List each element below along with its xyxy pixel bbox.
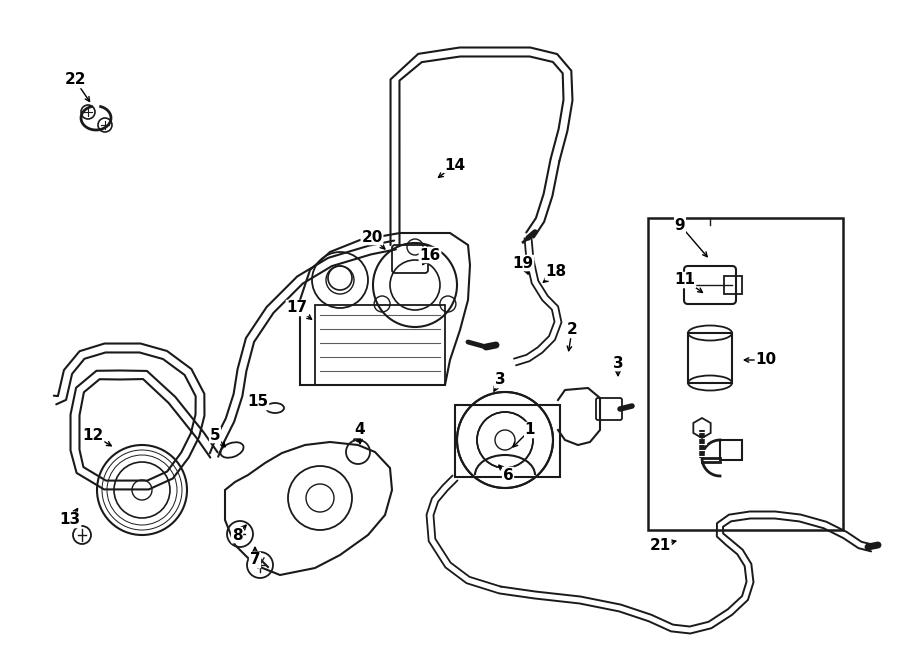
Text: 7: 7 <box>249 553 260 568</box>
Text: 10: 10 <box>755 352 777 368</box>
Text: 14: 14 <box>445 157 465 173</box>
Bar <box>315 305 445 385</box>
Text: 16: 16 <box>419 247 441 262</box>
Text: 1: 1 <box>525 422 535 438</box>
Bar <box>688 333 732 383</box>
Text: 15: 15 <box>248 395 268 410</box>
Bar <box>720 440 742 460</box>
Text: 8: 8 <box>231 527 242 543</box>
Text: 12: 12 <box>83 428 104 442</box>
Text: 3: 3 <box>495 373 505 387</box>
Text: 4: 4 <box>355 422 365 438</box>
Bar <box>455 405 560 477</box>
Text: 2: 2 <box>567 323 578 338</box>
Text: 22: 22 <box>64 73 86 87</box>
Text: 13: 13 <box>59 512 81 527</box>
Text: 21: 21 <box>650 537 670 553</box>
Text: 5: 5 <box>210 428 220 442</box>
Text: 19: 19 <box>512 256 534 270</box>
Bar <box>648 218 843 530</box>
Text: 11: 11 <box>674 272 696 288</box>
Text: 20: 20 <box>361 229 382 245</box>
Text: 6: 6 <box>502 467 513 483</box>
Text: 17: 17 <box>286 301 308 315</box>
Text: 18: 18 <box>545 264 567 280</box>
Text: 3: 3 <box>613 356 624 371</box>
Text: 9: 9 <box>675 217 685 233</box>
